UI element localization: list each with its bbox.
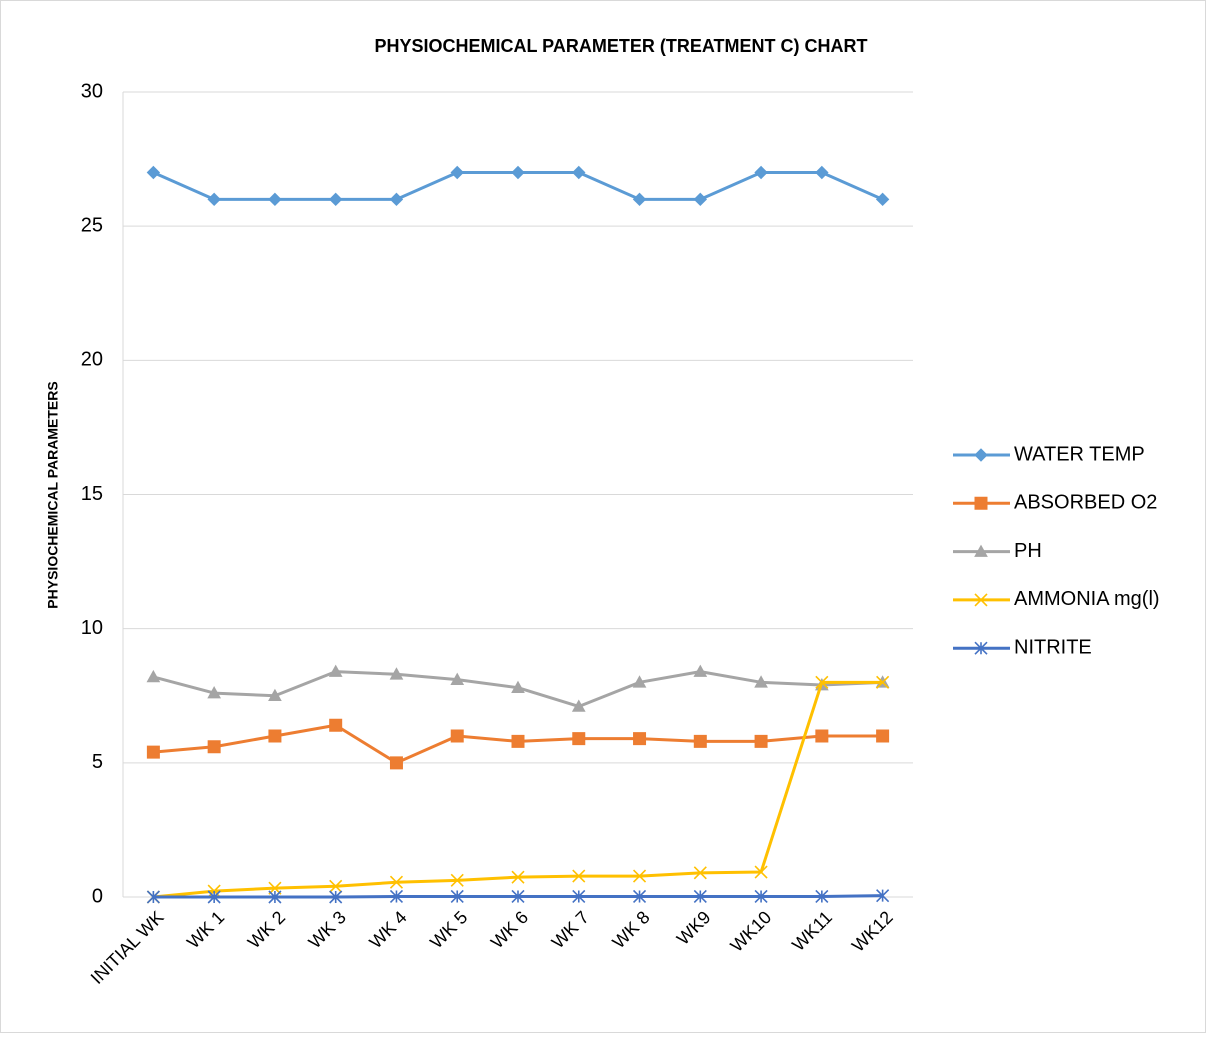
data-point (693, 734, 707, 748)
data-point (146, 165, 161, 180)
data-point (450, 889, 464, 904)
data-point (450, 873, 464, 887)
legend-label: ABSORBED O2 (1014, 492, 1157, 514)
data-point (389, 192, 404, 207)
y-tick-label: 20 (81, 349, 103, 371)
data-point (511, 889, 525, 904)
data-point (572, 732, 586, 746)
data-point (693, 889, 707, 904)
data-point (268, 688, 282, 702)
data-point (876, 729, 890, 743)
data-point (754, 675, 768, 688)
data-point (146, 745, 160, 759)
data-point (389, 667, 404, 680)
data-point (328, 664, 343, 677)
data-point (693, 866, 707, 880)
data-point (450, 672, 465, 685)
data-point (207, 740, 221, 754)
y-axis-title: PHYSIOCHEMICAL PARAMETERS (45, 381, 61, 608)
data-point (207, 686, 222, 699)
data-point (207, 890, 221, 904)
data-point (389, 889, 404, 904)
data-point (632, 869, 647, 883)
data-point (632, 889, 647, 904)
data-point (511, 734, 525, 748)
data-point (815, 889, 829, 904)
data-point (876, 889, 890, 903)
data-point (511, 680, 525, 693)
data-point (754, 865, 768, 879)
data-point (146, 669, 161, 683)
legend-label: NITRITE (1014, 636, 1092, 658)
data-point (450, 729, 464, 743)
data-point (754, 889, 768, 904)
chart-title: PHYSIOCHEMICAL PARAMETER (TREATMENT C) C… (375, 36, 868, 56)
data-point (815, 675, 829, 689)
data-point (875, 192, 890, 207)
data-point (450, 165, 464, 180)
data-point (754, 165, 768, 180)
legend-marker (974, 496, 988, 510)
data-point (815, 729, 829, 743)
data-point (754, 734, 768, 748)
data-point (268, 890, 282, 904)
data-point (511, 870, 525, 884)
legend-label: PH (1014, 540, 1042, 562)
data-point (329, 879, 343, 893)
data-point (511, 165, 525, 180)
data-point (389, 875, 404, 889)
data-point (693, 664, 708, 677)
y-tick-label: 10 (81, 617, 103, 639)
data-point (572, 869, 586, 883)
data-point (268, 729, 282, 743)
legend-label: AMMONIA mg(l) (1014, 588, 1160, 610)
data-point (632, 192, 647, 207)
y-tick-label: 5 (92, 751, 103, 773)
data-point (268, 192, 282, 207)
y-tick-label: 15 (81, 483, 103, 505)
legend-marker (974, 448, 988, 462)
data-point (815, 165, 829, 180)
y-tick-label: 25 (81, 214, 103, 236)
data-point (329, 718, 343, 732)
data-point (572, 165, 586, 180)
data-point (876, 675, 890, 689)
data-point (572, 889, 586, 904)
legend-label: WATER TEMP (1014, 443, 1145, 465)
y-tick-label: 30 (81, 80, 103, 102)
y-tick-label: 0 (92, 885, 103, 907)
data-point (329, 890, 343, 904)
data-point (632, 675, 647, 688)
data-point (633, 732, 647, 746)
data-point (693, 192, 708, 207)
data-point (207, 192, 221, 207)
data-point (389, 756, 403, 770)
data-point (328, 192, 343, 207)
data-point (146, 890, 160, 904)
legend-marker (974, 544, 988, 557)
data-point (571, 699, 586, 712)
legend-marker (974, 641, 988, 655)
legend-marker (974, 593, 988, 607)
